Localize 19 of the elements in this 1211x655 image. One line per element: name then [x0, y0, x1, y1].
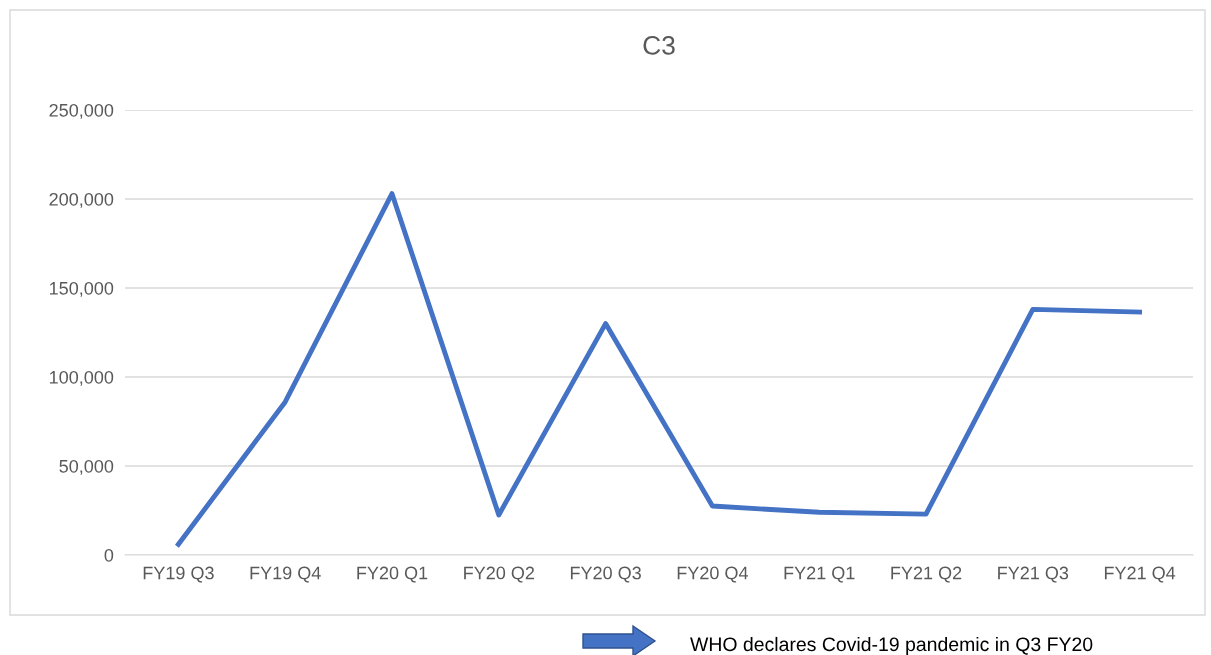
y-tick-label: 100,000: [50, 370, 114, 386]
y-tick-label: 250,000: [49, 103, 114, 119]
x-tick-label: FY21 Q1: [784, 566, 855, 583]
x-tick-label: FY20 Q2: [464, 566, 535, 583]
y-tick-label: 200,000: [49, 192, 114, 208]
x-tick-label: FY20 Q4: [677, 566, 748, 583]
x-tick-label: FY21 Q3: [998, 566, 1069, 583]
x-tick-label: FY21 Q4: [1104, 566, 1176, 583]
x-tick-label: FY20 Q3: [570, 566, 641, 583]
chart-title: C3: [643, 36, 675, 55]
y-tick-label: 50,000: [59, 459, 114, 475]
x-tick-label: FY21 Q2: [891, 566, 962, 583]
y-tick-label: 0: [104, 548, 114, 562]
x-tick-label: FY20 Q1: [357, 566, 428, 583]
text: WHO declares Covid-19 pandemic in Q3 FY20: [690, 636, 1093, 655]
y-tick-label: 150,000: [50, 281, 114, 297]
x-tick-label: FY19 Q4: [250, 566, 321, 583]
x-tick-label: FY19 Q3: [143, 566, 214, 583]
line-series: [175, 191, 1143, 547]
